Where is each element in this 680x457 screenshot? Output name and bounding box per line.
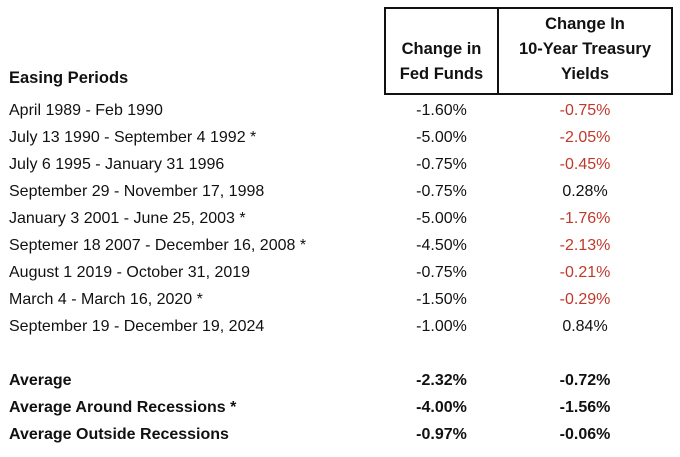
period-cell: September 29 - November 17, 1998 — [9, 183, 265, 200]
summary-treasury: -1.56% — [559, 399, 611, 416]
table-row: July 13 1990 - September 4 1992 * -5.00%… — [0, 124, 680, 151]
table-row: July 6 1995 - January 31 1996 -0.75% -0.… — [0, 151, 680, 178]
fed-funds-cell: -5.00% — [416, 129, 467, 146]
fed-funds-header-line: Fed Funds — [399, 65, 484, 83]
period-cell: January 3 2001 - June 25, 2003 * — [9, 210, 246, 227]
treasury-cell: -1.76% — [559, 210, 611, 227]
period-cell: July 6 1995 - January 31 1996 — [9, 156, 225, 173]
treasury-cell: -2.13% — [559, 237, 611, 254]
treasury-header-line: Yields — [561, 65, 609, 83]
fed-funds-cell: -1.60% — [416, 102, 467, 119]
period-cell: Septemer 18 2007 - December 16, 2008 * — [9, 237, 307, 254]
period-cell: August 1 2019 - October 31, 2019 — [9, 264, 251, 281]
summary-fed-funds: -4.00% — [416, 399, 467, 416]
treasury-header-line: 10-Year Treasury — [518, 40, 652, 58]
fed-funds-cell: -1.00% — [416, 318, 467, 335]
treasury-cell: -0.21% — [559, 264, 611, 281]
period-cell: April 1989 - Feb 1990 — [9, 102, 163, 119]
fed-funds-cell: -0.75% — [416, 156, 467, 173]
treasury-cell: -0.45% — [559, 156, 611, 173]
summary-fed-funds: -2.32% — [416, 372, 467, 389]
treasury-cell: 0.28% — [562, 183, 608, 200]
easing-periods-header: Easing Periods — [9, 69, 129, 87]
summary-label: Average Around Recessions * — [9, 399, 237, 416]
summary-treasury: -0.72% — [559, 372, 611, 389]
table-row: Septemer 18 2007 - December 16, 2008 * -… — [0, 232, 680, 259]
treasury-cell: -0.75% — [559, 102, 611, 119]
fed-funds-cell: -1.50% — [416, 291, 467, 308]
fed-funds-cell: -4.50% — [416, 237, 467, 254]
table-row: September 29 - November 17, 1998 -0.75% … — [0, 178, 680, 205]
treasury-yields-header: Change In 10-Year Treasury Yields — [497, 7, 673, 95]
period-cell: July 13 1990 - September 4 1992 * — [9, 129, 257, 146]
table-row: January 3 2001 - June 25, 2003 * -5.00% … — [0, 205, 680, 232]
fed-funds-cell: -5.00% — [416, 210, 467, 227]
treasury-header-line: Change In — [545, 15, 625, 33]
summary-row-average: Average -2.32% -0.72% — [0, 367, 680, 394]
summary-fed-funds: -0.97% — [416, 426, 467, 443]
fed-funds-header-line: Change in — [401, 40, 482, 58]
table-row: March 4 - March 16, 2020 * -1.50% -0.29% — [0, 286, 680, 313]
fed-funds-cell: -0.75% — [416, 183, 467, 200]
summary-label: Average — [9, 372, 72, 389]
table-row: April 1989 - Feb 1990 -1.60% -0.75% — [0, 97, 680, 124]
period-cell: September 19 - December 19, 2024 — [9, 318, 265, 335]
table-row: September 19 - December 19, 2024 -1.00% … — [0, 313, 680, 340]
period-cell: March 4 - March 16, 2020 * — [9, 291, 203, 308]
treasury-cell: -0.29% — [559, 291, 611, 308]
treasury-cell: 0.84% — [562, 318, 608, 335]
summary-treasury: -0.06% — [559, 426, 611, 443]
summary-row-outside-recessions: Average Outside Recessions -0.97% -0.06% — [0, 421, 680, 448]
summary-label: Average Outside Recessions — [9, 426, 229, 443]
summary-row-around-recessions: Average Around Recessions * -4.00% -1.56… — [0, 394, 680, 421]
table-row: August 1 2019 - October 31, 2019 -0.75% … — [0, 259, 680, 286]
fed-funds-cell: -0.75% — [416, 264, 467, 281]
treasury-cell: -2.05% — [559, 129, 611, 146]
fed-funds-header: Change in Fed Funds — [384, 7, 499, 95]
